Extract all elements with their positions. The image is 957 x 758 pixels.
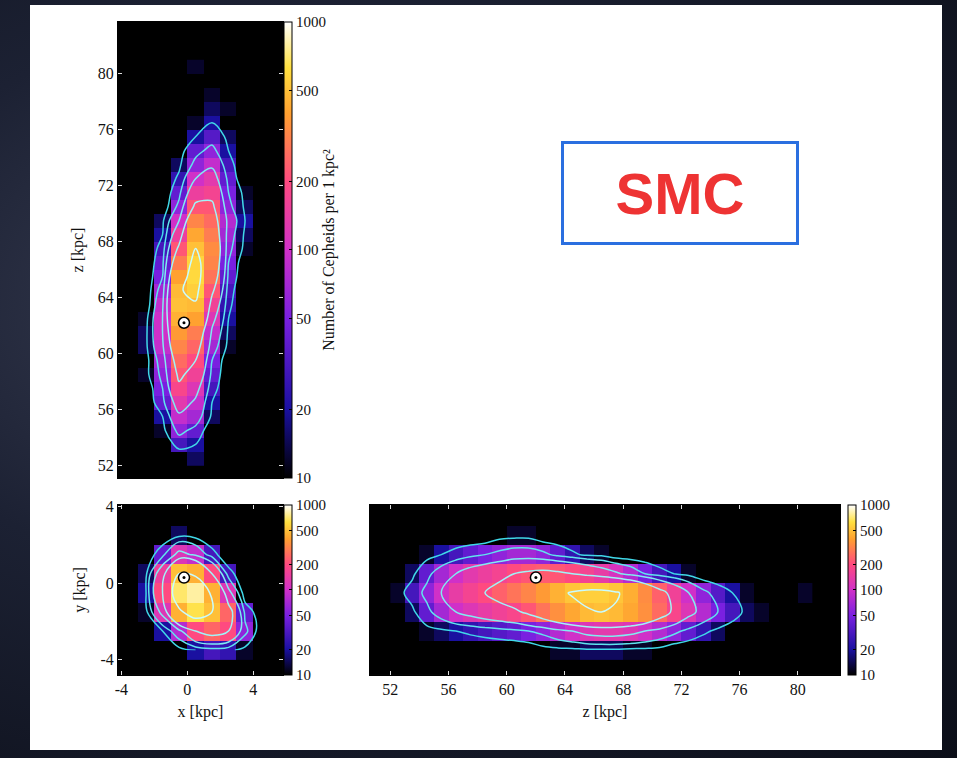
svg-text:80: 80 <box>790 681 806 698</box>
svg-text:50: 50 <box>860 608 875 624</box>
svg-text:52: 52 <box>98 457 114 474</box>
svg-text:x [kpc]: x [kpc] <box>178 703 224 721</box>
svg-text:1000: 1000 <box>296 14 326 30</box>
svg-text:20: 20 <box>296 402 311 418</box>
svg-text:72: 72 <box>673 681 689 698</box>
svg-text:500: 500 <box>296 523 319 539</box>
svg-text:60: 60 <box>499 681 515 698</box>
svg-text:4: 4 <box>249 681 257 698</box>
svg-text:10: 10 <box>296 667 311 683</box>
svg-text:-4: -4 <box>100 651 113 668</box>
svg-text:200: 200 <box>296 174 319 190</box>
svg-text:10: 10 <box>296 470 311 486</box>
svg-text:100: 100 <box>860 582 883 598</box>
svg-text:68: 68 <box>98 233 114 250</box>
svg-text:1000: 1000 <box>860 497 890 513</box>
svg-text:64: 64 <box>98 289 114 306</box>
svg-text:0: 0 <box>106 575 114 592</box>
svg-text:500: 500 <box>860 523 883 539</box>
svg-text:y [kpc]: y [kpc] <box>71 567 89 613</box>
svg-text:200: 200 <box>860 557 883 573</box>
svg-text:50: 50 <box>296 608 311 624</box>
svg-text:z [kpc]: z [kpc] <box>583 703 628 721</box>
svg-text:10: 10 <box>860 667 875 683</box>
svg-text:1000: 1000 <box>296 497 326 513</box>
svg-text:52: 52 <box>382 681 398 698</box>
svg-text:100: 100 <box>296 582 319 598</box>
svg-text:500: 500 <box>296 83 319 99</box>
svg-text:z [kpc]: z [kpc] <box>69 228 87 273</box>
svg-text:76: 76 <box>98 121 114 138</box>
svg-text:68: 68 <box>615 681 631 698</box>
svg-text:76: 76 <box>732 681 748 698</box>
svg-text:200: 200 <box>296 557 319 573</box>
svg-text:80: 80 <box>98 65 114 82</box>
svg-text:4: 4 <box>106 498 114 515</box>
svg-text:72: 72 <box>98 177 114 194</box>
svg-text:50: 50 <box>296 311 311 327</box>
svg-text:64: 64 <box>557 681 573 698</box>
svg-text:100: 100 <box>296 242 319 258</box>
svg-text:SMC: SMC <box>616 161 745 226</box>
svg-text:Number of Cepheids per 1 kpc²: Number of Cepheids per 1 kpc² <box>320 149 338 351</box>
svg-text:60: 60 <box>98 345 114 362</box>
svg-text:20: 20 <box>860 642 875 658</box>
svg-text:56: 56 <box>98 401 114 418</box>
svg-text:0: 0 <box>183 681 191 698</box>
svg-text:56: 56 <box>441 681 457 698</box>
svg-text:-4: -4 <box>115 681 128 698</box>
svg-text:20: 20 <box>296 642 311 658</box>
